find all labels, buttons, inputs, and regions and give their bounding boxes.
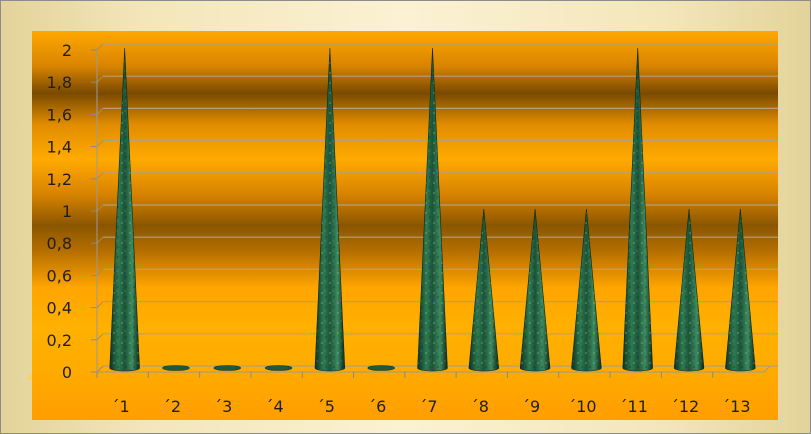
x-tick-label: ´12 [671, 397, 699, 416]
cone-texture [674, 209, 704, 371]
y-tick-label: 2 [62, 41, 72, 60]
gridline-depth [96, 236, 104, 244]
gridline-depth [96, 333, 104, 341]
x-tick-label: ´4 [265, 397, 283, 416]
x-tick-label: ´5 [317, 397, 335, 416]
cone-bar [519, 208, 551, 372]
y-tick-label: 1,2 [47, 170, 72, 189]
y-tick-label: 0 [62, 363, 72, 382]
cone-texture [468, 209, 499, 371]
cone-bar [314, 47, 346, 372]
y-tick-label: 1,6 [47, 105, 72, 124]
x-tick-label: ´9 [522, 397, 540, 416]
gridline-depth [96, 43, 104, 51]
y-tick-label: 0,8 [47, 234, 72, 253]
x-tick-label: ´8 [471, 397, 489, 416]
cone-base-zero [264, 365, 293, 371]
x-tick-label: ´7 [419, 397, 437, 416]
y-tick-label: 0,2 [47, 331, 72, 350]
gridline-depth [96, 172, 104, 180]
y-tick-label: 1,8 [47, 73, 72, 92]
y-axis: 0 0,2 0,4 0,6 0,8 1 1,2 1,4 1,6 1,8 2 [47, 41, 98, 382]
x-tick-label: ´3 [214, 397, 232, 416]
cone-bar [213, 365, 241, 371]
cone-base-zero [213, 365, 241, 371]
cone-bar [367, 365, 395, 371]
cone-bar [571, 208, 602, 372]
cone-texture [520, 209, 550, 371]
x-tick-label: ´11 [620, 397, 648, 416]
x-tick-label: ´1 [112, 397, 130, 416]
cone-bar [162, 365, 190, 371]
cone-bar [468, 208, 499, 372]
x-tick-label: ´6 [368, 397, 386, 416]
gridline-depth [96, 108, 104, 115]
gridline-depth [96, 365, 104, 373]
cone-base-zero [367, 365, 395, 371]
y-tick-label: 0,6 [47, 266, 72, 285]
plot-area [26, 31, 778, 420]
y-tick-label: 1,4 [47, 138, 72, 157]
cone-texture [622, 48, 653, 371]
gridline-depth [96, 140, 104, 147]
cone-bar [264, 365, 293, 371]
x-axis: ´1 ´2 ´3 ´4 ´5 ´6 ´7 ´8 ´9 ´10 ´11 ´12 ´13 [96, 365, 771, 416]
y-tick-label: 1 [62, 202, 72, 221]
cone-texture [109, 48, 140, 371]
cone-bar [417, 47, 448, 372]
cone-texture [315, 48, 345, 371]
gridline-depth [96, 204, 104, 212]
x-tick-label: ´2 [163, 397, 181, 416]
cone-bar [673, 208, 705, 372]
gridline-depth [96, 301, 104, 308]
cone-base-zero [162, 365, 190, 371]
y-tick-label: 0,4 [47, 299, 72, 318]
gridline-depth [96, 75, 104, 83]
cone-series [109, 47, 756, 372]
cone-texture [417, 48, 448, 371]
gridline-depth [96, 269, 104, 276]
cone-bar [109, 47, 140, 372]
x-tick-label: ´10 [568, 397, 596, 416]
cone-texture [571, 209, 602, 371]
x-tick-label: ´13 [722, 397, 750, 416]
cone-bar [725, 208, 756, 372]
cone-texture [725, 209, 756, 371]
x-axis-depth [763, 365, 771, 373]
cone-bar [622, 47, 653, 372]
plot-background [32, 31, 778, 420]
